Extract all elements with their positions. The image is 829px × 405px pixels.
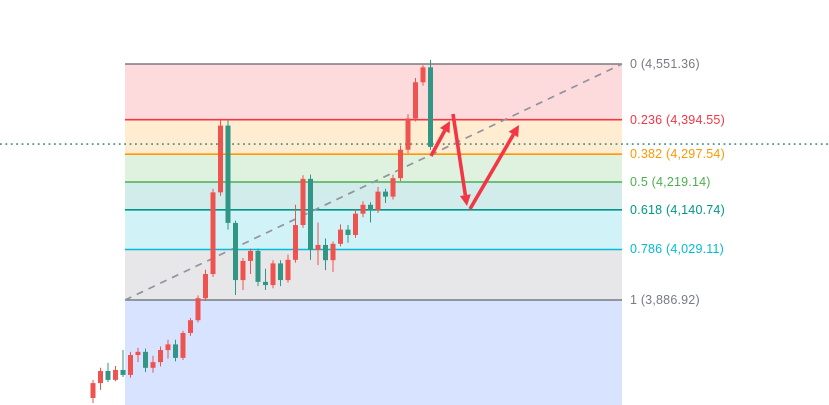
candle-body	[248, 250, 253, 261]
fib-label-0.5[interactable]: 0.5 (4,219.14)	[630, 175, 711, 189]
candle-body	[218, 125, 223, 193]
fib-band-1	[125, 249, 622, 300]
candle-body	[105, 371, 111, 380]
candle-body	[188, 320, 193, 334]
candle-body	[405, 118, 411, 150]
candle-body	[383, 191, 388, 197]
candle-body	[255, 250, 261, 282]
candle-body	[143, 351, 148, 368]
fib-label-0.382[interactable]: 0.382 (4,297.54)	[630, 147, 725, 162]
fib-band-0.618	[125, 182, 622, 210]
candle-body	[233, 222, 238, 281]
candle-body	[413, 82, 418, 119]
candle-body	[98, 371, 103, 384]
candle-body	[375, 191, 381, 211]
candle-body	[420, 67, 426, 83]
candle-body	[293, 225, 298, 260]
fib-band-0.786	[125, 209, 622, 250]
arrow-head-icon	[439, 121, 450, 134]
candle-body	[360, 204, 366, 214]
candle-body	[195, 298, 201, 321]
candle-body	[113, 369, 118, 380]
fib-band-0.5	[125, 154, 622, 182]
candle-body	[135, 351, 141, 356]
candle-body	[315, 244, 321, 250]
fib-label-1[interactable]: 1 (3,886.92)	[630, 293, 700, 307]
candle-body	[240, 260, 246, 281]
fib-label-0[interactable]: 0 (4,551.36)	[630, 57, 700, 71]
candle-body	[323, 244, 328, 261]
candle-body	[368, 204, 373, 211]
fib-extension-band	[125, 300, 622, 405]
candle-body	[330, 243, 336, 261]
dashed-trendline[interactable]	[124, 63, 623, 301]
arrow-shaft-2[interactable]	[451, 113, 468, 196]
candle-body	[300, 178, 306, 226]
candle-body	[390, 178, 396, 197]
fib-label-0.236[interactable]: 0.236 (4,394.55)	[630, 112, 725, 127]
candle-body	[398, 149, 403, 179]
candlestick-series[interactable]	[90, 59, 434, 403]
candle-body	[278, 263, 283, 281]
projection-arrows[interactable]	[429, 113, 519, 210]
candle-body	[270, 263, 276, 286]
trend-line[interactable]	[124, 63, 623, 301]
candle-body	[90, 383, 96, 399]
candle-body	[210, 192, 216, 275]
candle-body	[128, 355, 133, 375]
candle-body	[120, 369, 126, 375]
arrow-head-icon	[508, 125, 519, 138]
candle-body	[173, 344, 178, 358]
candle-body	[308, 178, 313, 250]
candle-body	[285, 259, 291, 281]
arrow-head-icon	[459, 194, 471, 206]
fib-band-0.382	[125, 119, 622, 155]
fib-label-0.618[interactable]: 0.618 (4,140.74)	[630, 202, 725, 217]
candle-body	[180, 333, 186, 358]
candle-body	[263, 281, 268, 286]
candle-body	[345, 229, 351, 235]
fib-bands[interactable]	[125, 63, 622, 405]
candle-body	[158, 350, 163, 363]
candle-body	[428, 67, 433, 147]
candle-body	[225, 125, 231, 223]
candle-body	[203, 274, 208, 299]
candle-body	[150, 362, 156, 368]
candle-body	[353, 213, 358, 235]
arrow-shaft-1[interactable]	[429, 129, 447, 157]
fib-label-0.786[interactable]: 0.786 (4,029.11)	[630, 242, 725, 257]
arrow-shaft-3[interactable]	[468, 133, 516, 210]
candle-body	[338, 229, 343, 244]
fib-band-0.236	[125, 64, 622, 120]
candle-body	[165, 344, 171, 351]
